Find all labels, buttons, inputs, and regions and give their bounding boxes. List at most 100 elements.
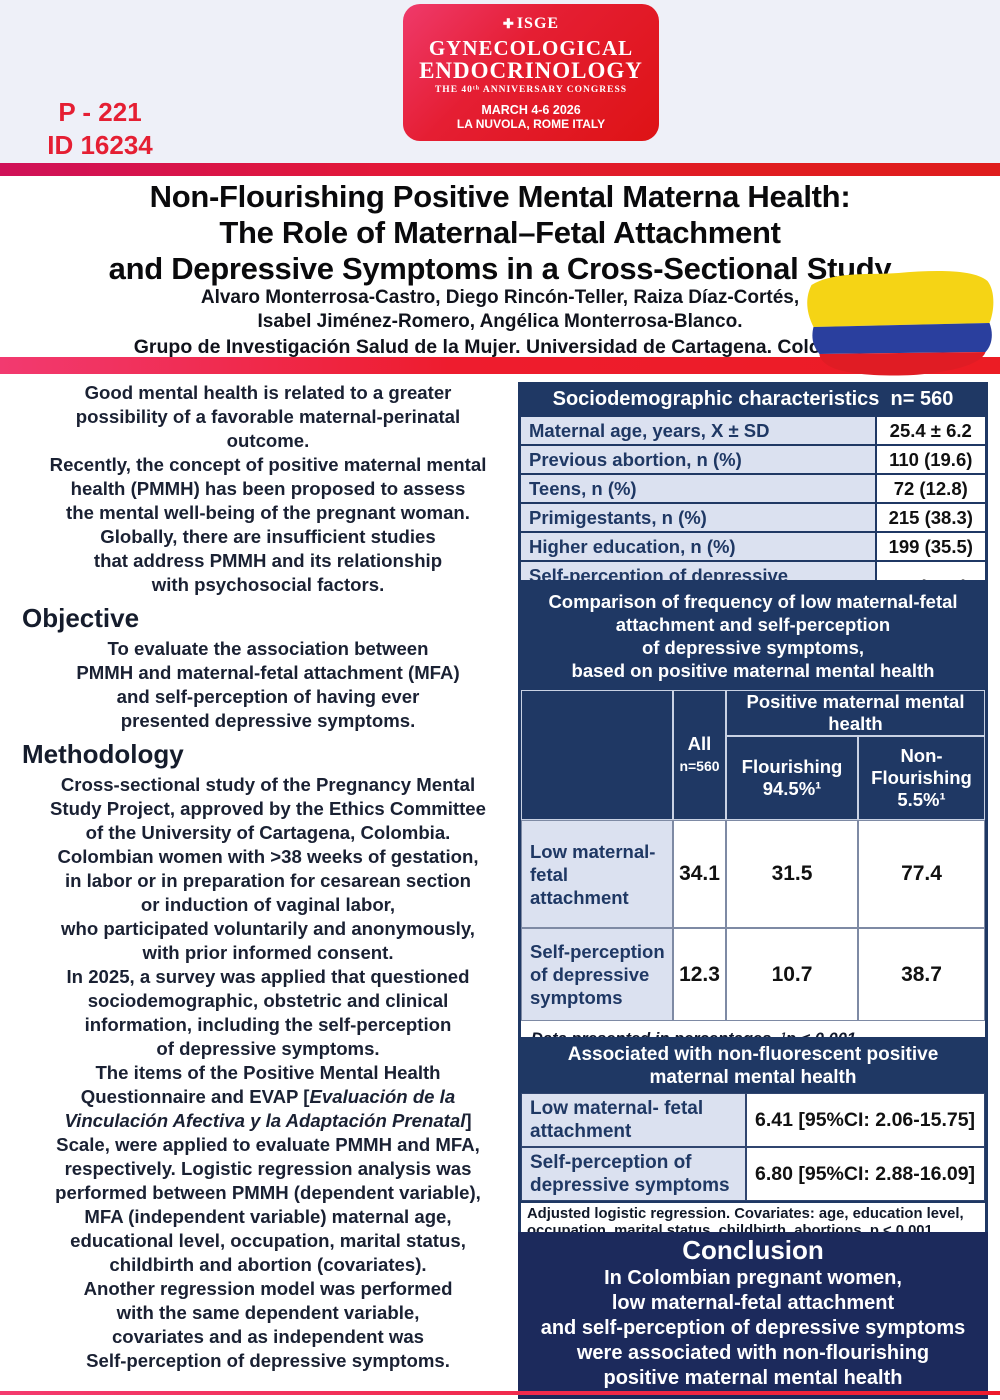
non-flourishing-pct: 5.5%¹ <box>897 789 946 810</box>
methodology-line: In 2025, a survey was applied that quest… <box>66 966 470 987</box>
row-value: 110 (19.6) <box>874 444 988 475</box>
methodology-line: The items of the Positive Mental Health <box>95 1062 441 1083</box>
row-label: Previous abortion, n (%) <box>518 444 877 475</box>
non-flourishing-label: Non-Flourishing <box>871 745 972 788</box>
objective-line: PMMH and maternal-fetal attachment (MFA) <box>76 662 460 683</box>
logo-org-line: ✚ ISGE <box>403 15 659 33</box>
sociodemographic-header: Sociodemographic characteristics n= 560 <box>518 382 988 417</box>
authors-block: Alvaro Monterrosa-Castro, Diego Rincón-T… <box>0 286 1000 359</box>
methodology-line: Scale, were applied to evaluate PMMH and… <box>56 1134 480 1155</box>
evap-roman: ] <box>465 1110 472 1131</box>
isge-org-name: ISGE <box>516 15 560 32</box>
intro-line: possibility of a favorable maternal-peri… <box>75 406 461 427</box>
logo-date: MARCH 4-6 2026 <box>481 103 581 117</box>
row-label: Primigestants, n (%) <box>518 502 877 533</box>
logo-endocrinology: ENDOCRINOLOGY <box>419 58 643 83</box>
row-value: 215 (38.3) <box>874 502 988 533</box>
row-value-flourishing: 10.7 <box>726 928 858 1021</box>
comparison-title: Comparison of frequency of low maternal-… <box>521 583 985 690</box>
methodology-line: of depressive symptoms. <box>156 1038 380 1059</box>
col-header-all: All n=560 <box>673 690 726 820</box>
sociodemographic-n: n= 560 <box>890 388 954 410</box>
association-title: Associated with non-fluorescent positive… <box>521 1040 985 1093</box>
row-value: 25.4 ± 6.2 <box>874 414 988 446</box>
logo-venue: LA NUVOLA, ROME ITALY <box>456 117 606 131</box>
comparison-table: Comparison of frequency of low maternal-… <box>518 580 988 1062</box>
association-grid: Low maternal- fetal attachment 6.41 [95%… <box>521 1093 985 1201</box>
group-header-pmmh: Positive maternal mental health <box>726 690 985 736</box>
row-label: Low maternal-fetal attachment <box>521 820 673 928</box>
methodology-line: or induction of vaginal labor, <box>140 894 396 915</box>
row-label: Low maternal- fetal attachment <box>521 1093 746 1147</box>
methodology-line: in labor or in preparation for cesarean … <box>64 870 472 891</box>
intro-line: the mental well-being of the pregnant wo… <box>66 502 470 523</box>
association-table: Associated with non-fluorescent positive… <box>518 1037 988 1247</box>
methodology-line: childbirth and abortion (covariates). <box>109 1254 427 1275</box>
colombia-flag <box>807 271 994 376</box>
row-value: 6.41 [95%CI: 2.06-15.75] <box>746 1093 985 1147</box>
row-value: 6.80 [95%CI: 2.88-16.09] <box>746 1147 985 1201</box>
isge-cross-icon: ✚ <box>502 16 515 31</box>
authors-line: Alvaro Monterrosa-Castro, Diego Rincón-T… <box>200 287 800 308</box>
corner-cell <box>521 690 673 820</box>
table-row: Primigestants, n (%) 215 (38.3) <box>518 502 988 533</box>
title-line: Non-Flourishing Positive Mental Materna … <box>149 179 851 214</box>
poster-number: P - 221 <box>58 97 142 127</box>
intro-line: Recently, the concept of positive matern… <box>49 454 487 475</box>
methodology-line: covariates and as independent was <box>111 1326 425 1347</box>
evap-roman: Questionnaire and EVAP [ <box>80 1086 310 1107</box>
sociodemographic-title: Sociodemographic characteristics <box>552 388 880 410</box>
row-value-flourishing: 31.5 <box>726 820 858 928</box>
intro-line: Globally, there are insufficient studies <box>100 526 436 547</box>
comparison-title-line: Comparison of frequency of low maternal-… <box>548 591 958 612</box>
comparison-title-line: of depressive symptoms, <box>641 637 865 658</box>
affiliation: Grupo de Investigación Salud de la Mujer… <box>133 336 867 358</box>
row-label: Maternal age, years, X ± SD <box>518 414 877 446</box>
methodology-line-evap: Vinculación Afectiva y la Adaptación Pre… <box>22 1109 514 1133</box>
methodology-line: Cross-sectional study of the Pregnancy M… <box>60 774 476 795</box>
methodology-line: educational level, occupation, marital s… <box>70 1230 466 1251</box>
row-value-all: 12.3 <box>673 928 726 1021</box>
section-divider-bar <box>0 357 1000 374</box>
comparison-grid: All n=560 Positive maternal mental healt… <box>521 690 985 1021</box>
flourishing-pct: 94.5%¹ <box>762 778 822 799</box>
logo-gynecological: GYNECOLOGICAL <box>428 36 634 60</box>
row-label: Self-perception of depressive symptoms <box>521 928 673 1021</box>
methodology-line: Another regression model was performed <box>83 1278 453 1299</box>
evap-italic: Evaluación de la <box>309 1086 456 1107</box>
all-n: n=560 <box>679 758 720 774</box>
table-row: Higher education, n (%) 199 (35.5) <box>518 531 988 562</box>
title-line: The Role of Maternal–Fetal Attachment <box>219 215 781 250</box>
methodology-line: Self-perception of depressive symptoms. <box>86 1350 450 1371</box>
intro-line: outcome. <box>226 430 310 451</box>
paper-id: P - 221 ID 16234 <box>30 96 170 162</box>
bottom-divider-line <box>0 1391 1000 1395</box>
methodology-line: respectively. Logistic regression analys… <box>64 1158 472 1179</box>
methodology-line: MFA (independent variable) maternal age, <box>84 1206 452 1227</box>
table-row: Previous abortion, n (%) 110 (19.6) <box>518 444 988 475</box>
comparison-title-line: attachment and self-perception <box>615 614 891 635</box>
row-value-all: 34.1 <box>673 820 726 928</box>
objective-line: and self-perception of having ever <box>116 686 420 707</box>
row-value: 199 (35.5) <box>874 531 988 562</box>
methodology-line: who participated voluntarily and anonymo… <box>61 918 475 939</box>
row-label: Self-perception of depressive symptoms <box>521 1147 746 1201</box>
authors-line: Isabel Jiménez-Romero, Angélica Monterro… <box>257 311 743 332</box>
row-value-non-flourishing: 38.7 <box>858 928 985 1021</box>
table-row: Teens, n (%) 72 (12.8) <box>518 473 988 504</box>
congress-logo: ✚ ISGE GYNECOLOGICAL ENDOCRINOLOGY THE 40… <box>403 4 659 141</box>
conclusion-box: Conclusion In Colombian pregnant women, … <box>518 1232 988 1399</box>
row-label: Teens, n (%) <box>518 473 877 504</box>
top-divider-bar <box>0 163 1000 176</box>
methodology-line: of the University of Cartagena, Colombia… <box>85 822 451 843</box>
intro-line: Good mental health is related to a great… <box>84 382 452 403</box>
conclusion-line: In Colombian pregnant women, <box>604 1267 902 1289</box>
objective-line: presented depressive symptoms. <box>120 710 416 731</box>
methodology-line: performed between PMMH (dependent variab… <box>55 1182 481 1203</box>
intro-line: with psychosocial factors. <box>151 574 385 595</box>
methodology-line-evap: Questionnaire and EVAP [Evaluación de la <box>22 1085 514 1109</box>
all-label: All <box>687 733 712 754</box>
conclusion-line: were associated with non-flourishing <box>576 1342 930 1364</box>
col-header-non-flourishing: Non-Flourishing 5.5%¹ <box>858 736 985 820</box>
objective-line: To evaluate the association between <box>107 638 429 659</box>
